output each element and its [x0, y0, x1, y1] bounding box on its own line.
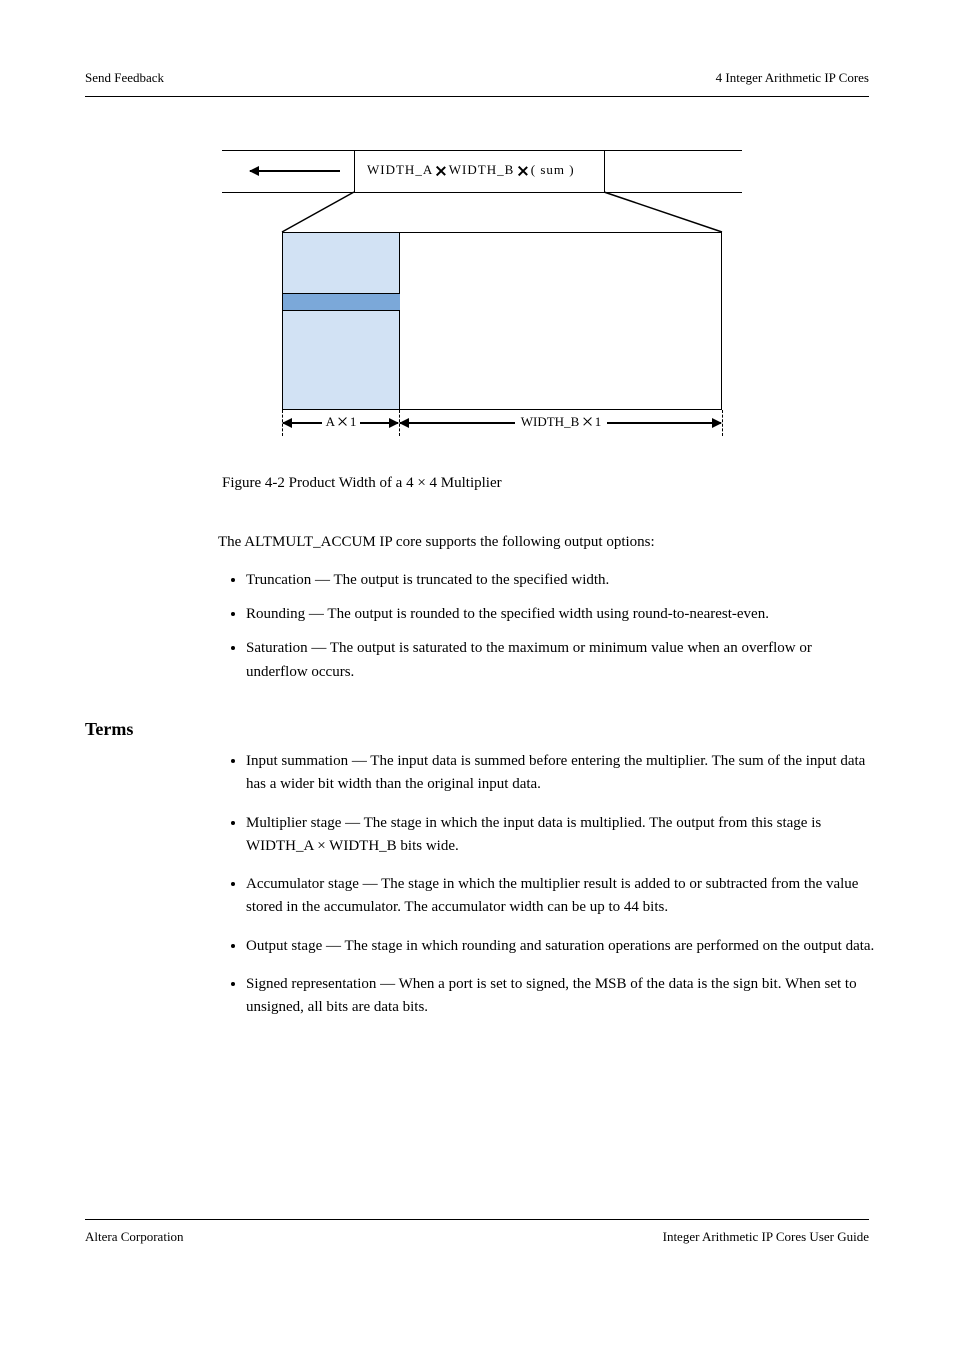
fig-col-sep-2 — [604, 150, 605, 192]
list-item: Saturation — The output is saturated to … — [246, 636, 858, 684]
footer-rule — [85, 1219, 869, 1220]
fig-left-arrow — [250, 170, 340, 172]
times-icon — [583, 417, 592, 426]
fig-header-label: WIDTH_A WIDTH_B ( sum ) — [367, 162, 575, 178]
fig-dim2-label: WIDTH_B 1 — [399, 413, 723, 431]
fig-hdr-paren: ( sum ) — [531, 162, 575, 177]
header-title: 4 Integer Arithmetic IP Cores — [716, 70, 869, 86]
terms-list: Input summation — The input data is summ… — [218, 750, 886, 1034]
terms-heading: Terms — [85, 719, 133, 740]
intro-paragraph: The ALTMULT_ACCUM IP core supports the f… — [218, 530, 858, 554]
term-item: Accumulator stage — The stage in which t… — [246, 873, 886, 920]
fig-dim1-a: A — [326, 414, 335, 429]
output-options-list: Truncation — The output is truncated to … — [218, 568, 858, 684]
fig-dim1-label: A 1 — [282, 413, 400, 431]
header-rule — [85, 96, 869, 97]
list-item: Rounding — The output is rounded to the … — [246, 602, 858, 626]
times-icon — [437, 167, 445, 175]
fig-box — [282, 232, 722, 410]
fig-dim1-n: 1 — [350, 414, 357, 429]
fig-trapezoid — [282, 192, 722, 232]
fig-hdr-b: WIDTH_B — [449, 162, 515, 177]
footer-right: Integer Arithmetic IP Cores User Guide — [663, 1229, 869, 1245]
header-link[interactable]: Send Feedback — [85, 70, 164, 86]
fig-band — [283, 293, 400, 311]
term-item: Signed representation — When a port is s… — [246, 973, 886, 1020]
times-icon — [338, 417, 347, 426]
list-item: Truncation — The output is truncated to … — [246, 568, 858, 592]
fig-hdr-a: WIDTH_A — [367, 162, 433, 177]
footer-left: Altera Corporation — [85, 1229, 184, 1245]
term-item: Output stage — The stage in which roundi… — [246, 935, 886, 958]
fig-dim2-n: 1 — [595, 414, 602, 429]
page: Send Feedback 4 Integer Arithmetic IP Co… — [0, 0, 954, 1350]
body-content: The ALTMULT_ACCUM IP core supports the f… — [218, 530, 858, 694]
times-icon — [519, 167, 527, 175]
fig-rule-top — [222, 150, 742, 151]
term-item: Multiplier stage — The stage in which th… — [246, 812, 886, 859]
figure-caption: Figure 4-2 Product Width of a 4 × 4 Mult… — [222, 472, 782, 495]
fig-col-sep-1 — [354, 150, 355, 192]
term-item: Input summation — The input data is summ… — [246, 750, 886, 797]
fig-leftcol — [283, 233, 400, 409]
fig-dim2-b: WIDTH_B — [521, 414, 580, 429]
figure-product-width: WIDTH_A WIDTH_B ( sum ) A — [222, 150, 742, 450]
